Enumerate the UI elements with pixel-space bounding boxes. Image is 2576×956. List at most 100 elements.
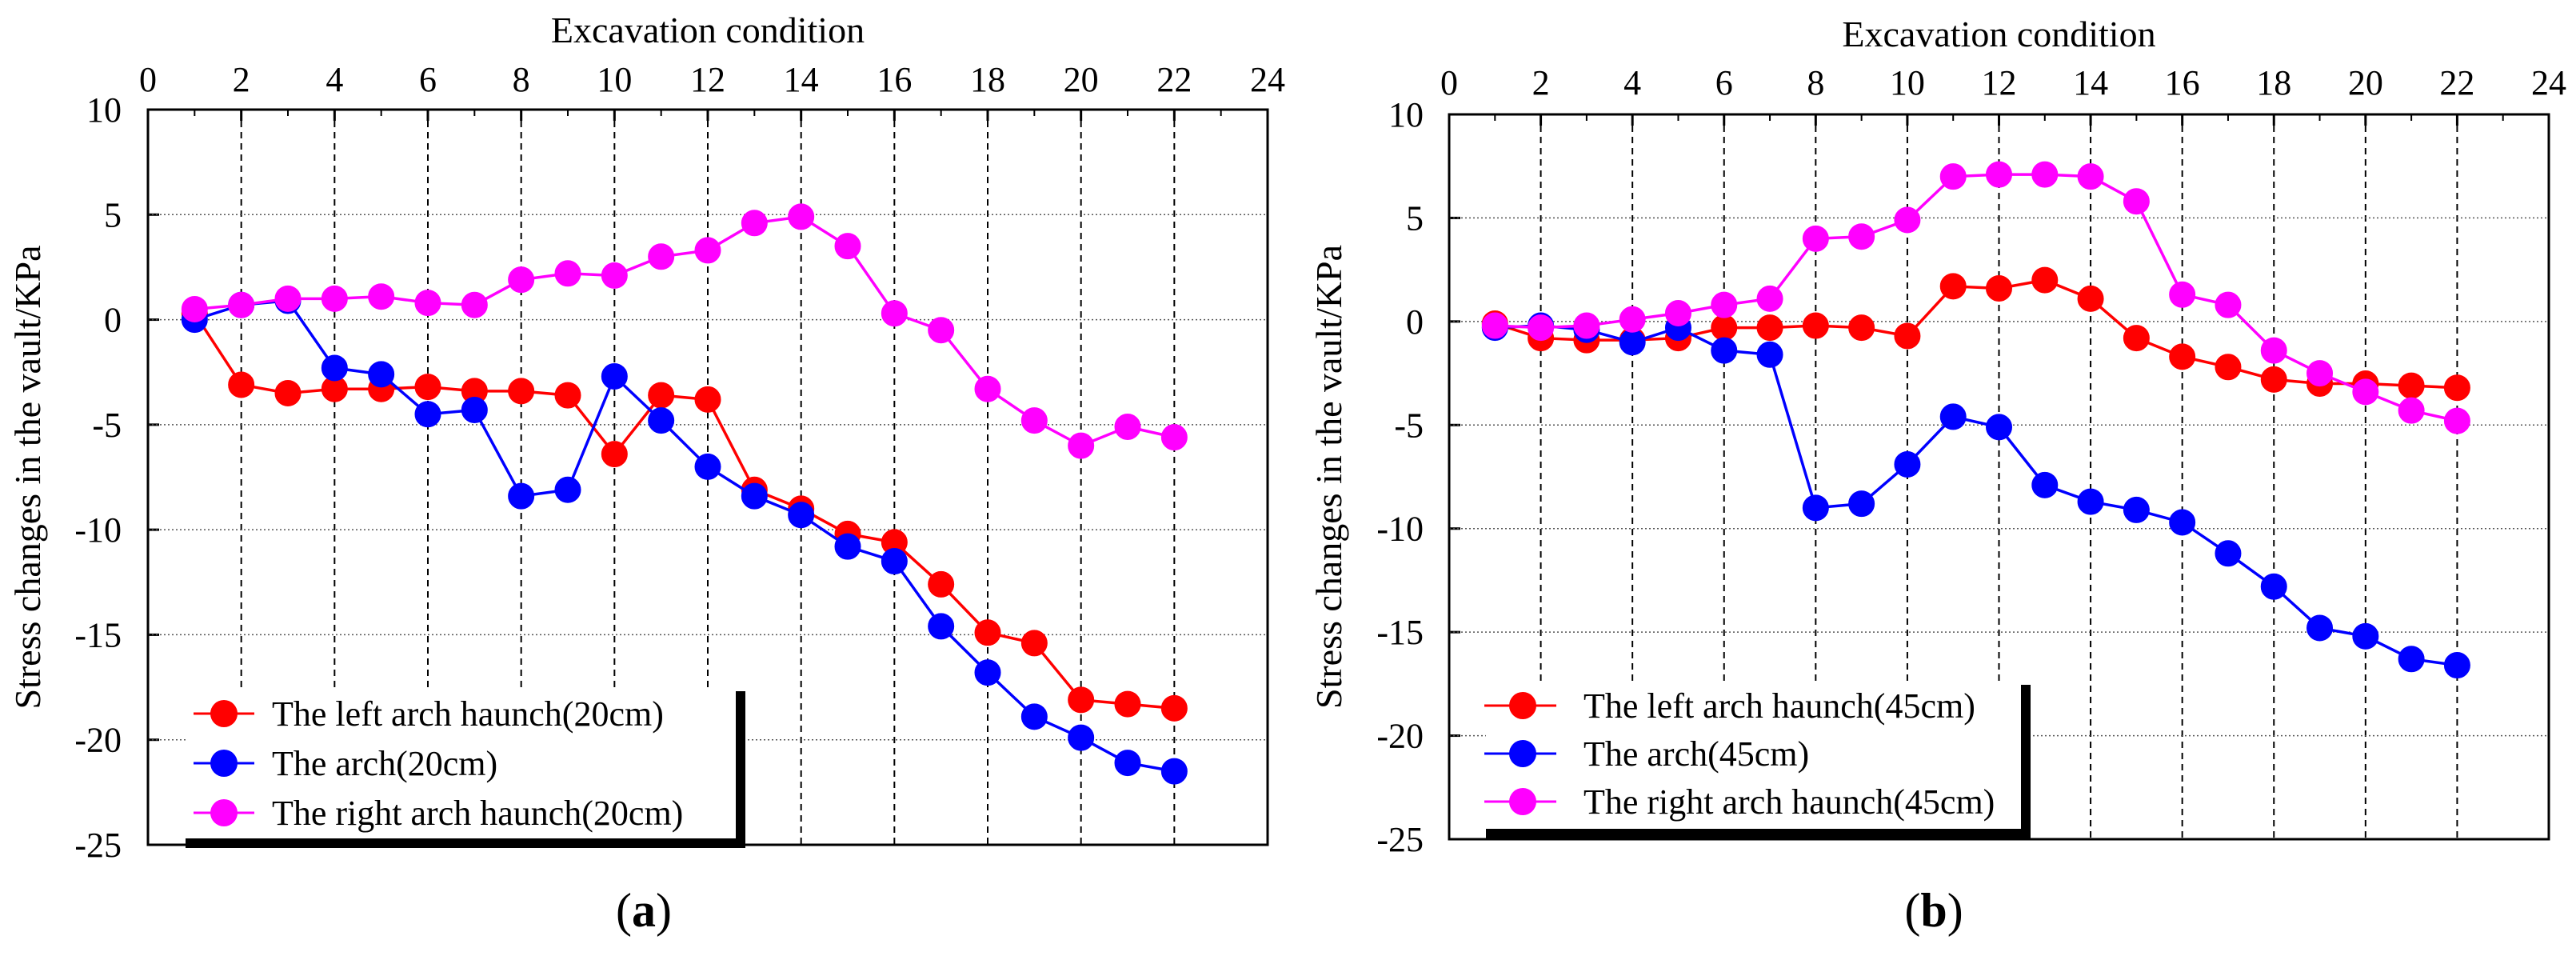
plot-frame	[1448, 113, 2550, 841]
data-point	[694, 386, 721, 413]
data-point	[1020, 630, 1048, 657]
data-point	[2443, 374, 2470, 402]
data-point	[2031, 471, 2059, 498]
data-point	[554, 260, 581, 287]
x-tick-label: 16	[2165, 63, 2200, 102]
data-point	[741, 210, 768, 237]
legend-shadow-right	[736, 691, 745, 848]
legend-item: The arch(20cm)	[194, 744, 497, 783]
data-point	[508, 378, 535, 405]
panel-label: (b)	[1904, 884, 1963, 937]
data-point	[1528, 314, 1555, 342]
data-point	[508, 482, 535, 510]
legend-item: The left arch haunch(20cm)	[194, 694, 664, 734]
y-axis-title: Stress changes in the vault/KPa	[1308, 245, 1349, 709]
data-point	[2443, 407, 2470, 434]
data-point	[2260, 573, 2287, 600]
data-point	[601, 362, 628, 390]
panel-label: (a)	[616, 884, 672, 937]
x-axis-title: Excavation condition	[551, 10, 865, 50]
series-2	[181, 287, 1188, 785]
data-point	[2215, 540, 2242, 567]
y-axis-title: Stress changes in the vault/KPa	[7, 245, 48, 709]
data-point	[1619, 329, 1646, 356]
data-point	[881, 548, 908, 575]
legend-shadow-bottom	[1486, 829, 2031, 838]
x-tick-label: 18	[970, 60, 1005, 99]
y-tick-label: -10	[74, 510, 122, 550]
y-tick-label: 0	[1406, 302, 1424, 342]
series-group	[181, 203, 1188, 785]
data-point	[1020, 703, 1048, 730]
data-point	[274, 285, 302, 312]
y-tick-label: 5	[1406, 198, 1424, 238]
y-tick-label: -25	[1376, 820, 1424, 859]
legend: The left arch haunch(20cm) The arch(20cm…	[186, 691, 745, 848]
x-tick-label: 14	[784, 60, 819, 99]
data-point	[1802, 494, 1829, 522]
legend-shadow-right	[2021, 685, 2031, 838]
data-point	[2398, 646, 2425, 673]
data-point	[2398, 372, 2425, 399]
data-point	[788, 502, 815, 529]
data-point	[1756, 285, 1783, 312]
x-tick-label: 10	[597, 60, 632, 99]
x-tick-label: 4	[1623, 63, 1641, 102]
data-point	[1711, 291, 1738, 318]
data-point	[648, 407, 675, 434]
data-point	[2352, 378, 2379, 406]
data-point	[2215, 354, 2242, 381]
data-point	[368, 361, 395, 388]
x-tick-label: 20	[1064, 60, 1099, 99]
x-tick-label: 0	[1440, 63, 1458, 102]
data-point	[1894, 206, 1921, 234]
data-point	[2123, 188, 2150, 215]
data-point	[834, 533, 861, 560]
data-point	[648, 243, 675, 270]
x-tick-label: 4	[325, 60, 343, 99]
y-tick-label: -20	[1376, 717, 1424, 756]
series-3	[181, 203, 1188, 459]
data-point	[648, 382, 675, 409]
data-point	[461, 291, 488, 318]
data-point	[414, 374, 441, 401]
data-point	[1802, 312, 1829, 339]
data-point	[788, 203, 815, 230]
data-point	[554, 476, 581, 503]
data-point	[2077, 488, 2104, 515]
data-point	[2215, 291, 2242, 318]
data-point	[1160, 424, 1188, 451]
data-point	[2077, 285, 2104, 312]
x-tick-label: 12	[1982, 63, 2017, 102]
x-tick-label: 12	[690, 60, 725, 99]
data-point	[414, 290, 441, 317]
data-point	[1986, 161, 2012, 188]
y-tick-label: -20	[74, 721, 122, 760]
legend-marker	[1509, 788, 1536, 815]
legend-shadow-bottom	[186, 838, 745, 848]
data-point	[1068, 432, 1095, 459]
chart-panel-a: Excavation condition 0 2 4 6 8 10 12 14 16 18 20 22…	[7, 10, 1285, 937]
legend-box	[186, 691, 736, 843]
data-point	[974, 619, 1001, 646]
data-point	[834, 233, 861, 260]
y-tick-label: -10	[1376, 510, 1424, 549]
data-point	[1114, 750, 1141, 777]
data-point	[554, 382, 581, 409]
series-line	[193, 312, 1175, 710]
data-point	[1939, 403, 1967, 430]
data-point	[2169, 509, 2196, 536]
data-point	[2352, 622, 2379, 650]
data-point	[274, 379, 302, 406]
x-tick-label: 0	[139, 60, 157, 99]
data-point	[2169, 281, 2196, 308]
data-point	[2260, 337, 2287, 364]
data-point	[1114, 413, 1141, 440]
x-tick-label: 10	[1890, 63, 1925, 102]
y-tick-label: -15	[1376, 613, 1424, 652]
legend-marker	[210, 700, 238, 727]
data-point	[974, 375, 1001, 402]
data-point	[1986, 274, 2012, 302]
data-point	[1756, 341, 1783, 368]
legend-marker	[210, 799, 238, 826]
